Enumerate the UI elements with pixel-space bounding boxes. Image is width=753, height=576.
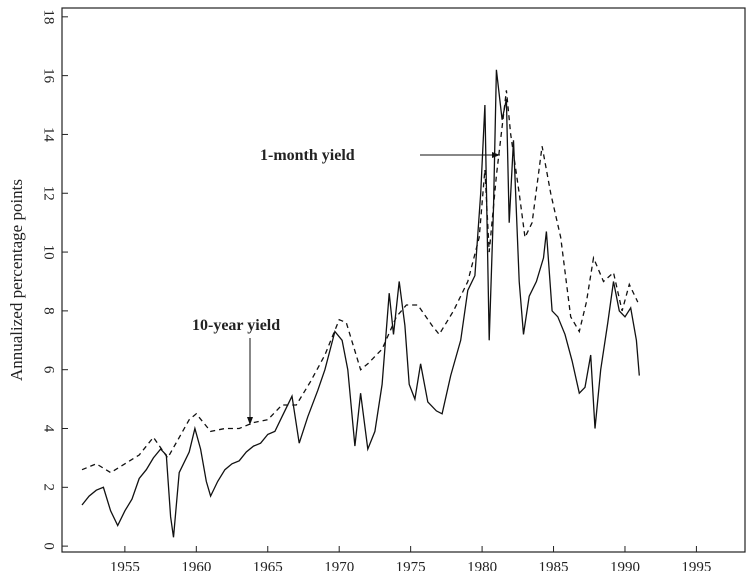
y-tick-label: 16 [41,68,57,84]
y-tick-label: 0 [41,542,57,550]
x-tick-label: 1960 [181,559,211,571]
y-tick-label: 6 [41,366,57,374]
y-tick-label: 18 [41,9,57,24]
y-tick-label: 8 [41,307,57,315]
x-tick-label: 1970 [324,559,354,571]
x-tick-label: 1965 [253,559,283,571]
y-tick-label: 4 [41,425,57,433]
x-tick-label: 1980 [467,559,497,571]
series-line [81,90,639,474]
annotation: 10-year yield [192,317,280,334]
x-tick-label: 1985 [539,559,569,571]
x-tick-label: 1955 [110,559,140,571]
y-axis-label: Annualized percentage points [7,179,26,381]
plot-frame [61,7,746,553]
x-tick-label: 1975 [396,559,426,571]
y-tick-label: 10 [41,245,57,260]
x-tick-label: 1995 [681,559,711,571]
x-tick-label: 1990 [610,559,640,571]
series-line [81,69,640,538]
arrow-head [247,417,253,425]
y-tick-label: 2 [41,484,57,492]
y-tick-label: 14 [41,127,57,143]
y-tick-label: 12 [41,186,57,201]
annotation: 1-month yield [260,147,355,164]
